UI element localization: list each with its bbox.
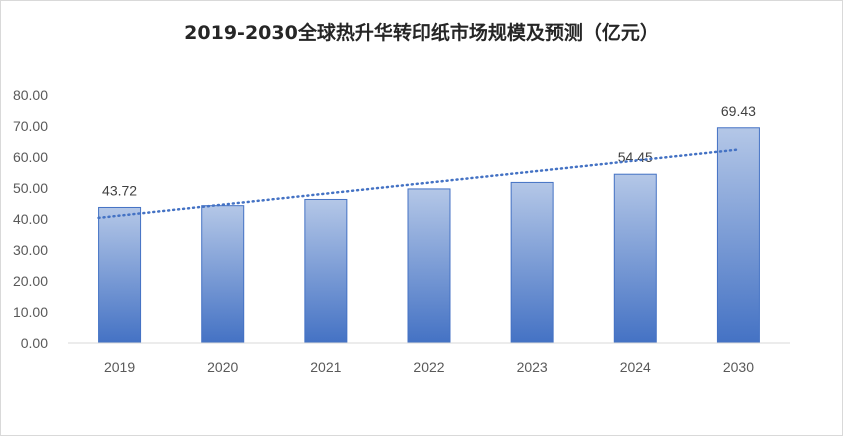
data-label-2030: 69.43 (721, 103, 756, 119)
x-tick-label: 2021 (310, 359, 341, 375)
y-tick-label: 70.00 (13, 118, 48, 134)
y-tick-label: 0.00 (21, 335, 48, 351)
x-tick-label: 2020 (207, 359, 238, 375)
y-tick-label: 10.00 (13, 304, 48, 320)
x-tick-label: 2024 (620, 359, 651, 375)
data-labels: 43.72 54.45 69.43 (102, 103, 756, 199)
bar-2020 (201, 205, 245, 344)
x-tick-label: 2030 (723, 359, 754, 375)
bars (98, 127, 760, 344)
x-tick-label: 2022 (413, 359, 444, 375)
y-tick-label: 30.00 (13, 242, 48, 258)
y-tick-label: 60.00 (13, 149, 48, 165)
bar-2022 (407, 188, 451, 344)
data-label-2024: 54.45 (618, 149, 653, 165)
y-tick-label: 20.00 (13, 273, 48, 289)
bar-2024 (613, 173, 657, 344)
y-axis-ticks: 0.00 10.00 20.00 30.00 40.00 50.00 60.00 70.00 8… (13, 87, 48, 351)
bar-2023 (510, 181, 554, 344)
x-tick-label: 2019 (104, 359, 135, 375)
chart-title: 2019-2030全球热升华转印纸市场规模及预测（亿元） (184, 22, 659, 44)
x-axis-ticks: 2019 2020 2021 2022 2023 2024 2030 (104, 359, 754, 375)
x-tick-label: 2023 (517, 359, 548, 375)
bar-2021 (304, 198, 348, 344)
y-tick-label: 50.00 (13, 180, 48, 196)
trend-line (97, 148, 740, 220)
bar-2019 (98, 206, 142, 344)
y-tick-label: 40.00 (13, 211, 48, 227)
bar-2030 (716, 127, 760, 344)
data-label-2019: 43.72 (102, 182, 137, 198)
y-tick-label: 80.00 (13, 87, 48, 103)
